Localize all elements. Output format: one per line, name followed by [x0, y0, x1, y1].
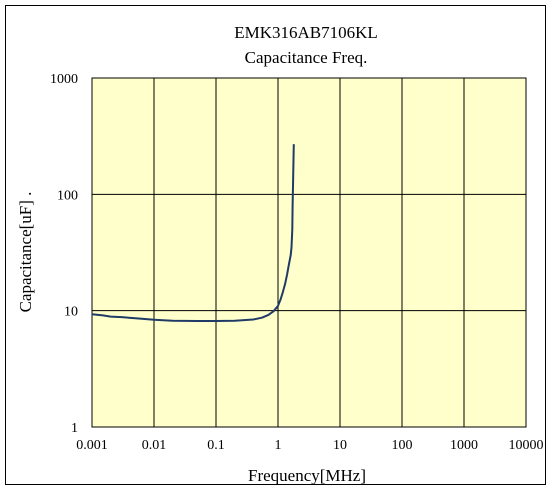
x-tick-label: 1000: [450, 438, 478, 453]
chart-subtitle: Capacitance Freq.: [245, 48, 368, 67]
y-tick-label: 1000: [50, 72, 78, 87]
x-tick-label: 0.01: [142, 438, 167, 453]
y-axis-label: Capacitance[uF] .: [16, 192, 35, 313]
chart-title: EMK316AB7106KL: [234, 23, 378, 42]
y-tick-label: 1: [71, 421, 78, 436]
x-axis-label: Frequency[MHz]: [248, 466, 366, 485]
plot-area: [91, 77, 527, 428]
x-tick-label: 1: [275, 438, 282, 453]
x-tick-label: 0.001: [76, 438, 108, 453]
y-axis-tick-labels: 1 10 100 1000: [50, 72, 78, 436]
x-tick-label: 10: [333, 438, 347, 453]
plot-background: [92, 78, 526, 427]
y-tick-label: 100: [57, 188, 78, 203]
x-axis-tick-labels: 0.001 0.01 0.1 1 10 100 1000 10000: [76, 438, 543, 453]
plot-border: [91, 77, 527, 428]
x-tick-label: 10000: [509, 438, 544, 453]
series-line: [91, 144, 295, 322]
y-tick-label: 10: [64, 305, 78, 320]
x-tick-label: 100: [392, 438, 413, 453]
x-tick-label: 0.1: [207, 438, 225, 453]
